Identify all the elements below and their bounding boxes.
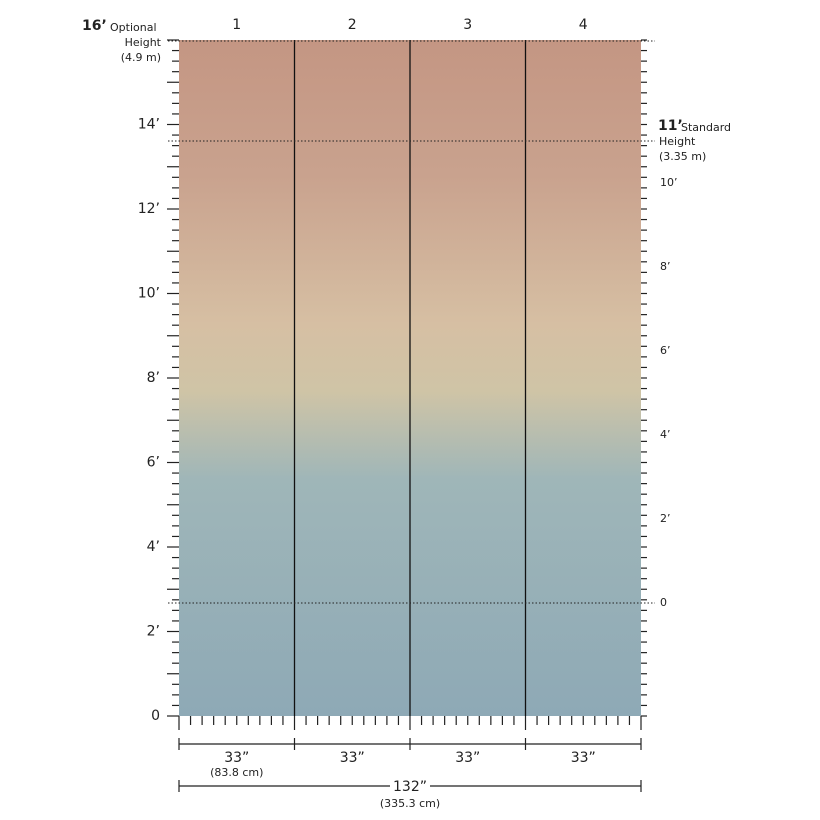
total-width: 132” [393,779,427,795]
right-scale-label: 0 [660,596,667,609]
standard-height-label: Height [659,135,696,148]
panel-width: 33” [224,750,249,766]
optional-height-label: Optional [110,21,157,34]
right-scale-label: 2’ [660,512,671,525]
total-width-metric: (335.3 cm) [380,797,440,810]
right-scale-label: 6’ [660,344,671,357]
left-scale-label: 0 [151,708,160,724]
optional-height-value: 16’ [82,18,107,34]
panel-width-metric: (83.8 cm) [210,766,263,779]
optional-height-label: Height [125,36,162,49]
left-scale-label: 12’ [138,201,160,217]
optional-height-metric: (4.9 m) [121,51,161,64]
standard-height-metric: (3.35 m) [659,150,706,163]
panel-number: 3 [463,17,472,33]
panel-number: 2 [348,17,357,33]
height-lines [168,40,655,604]
left-scale-label: 8’ [147,370,160,386]
left-scale-label: 6’ [147,455,160,471]
panel-width: 33” [455,750,480,766]
standard-height-value: 11’ [658,118,683,134]
right-scale-label: 8’ [660,260,671,273]
left-scale-label: 10’ [138,286,160,302]
right-scale-label: 10’ [660,176,678,189]
panel-width: 33” [571,750,596,766]
panel-number: 4 [579,17,588,33]
left-scale-label: 2’ [147,624,160,640]
scales: 02’4’6’8’10’12’14’02’4’6’8’10’1 2 3 433”(83… [138,17,678,810]
standard-height-label: Standard [681,121,731,134]
left-scale-label: 4’ [147,539,160,555]
left-scale-label: 14’ [138,117,160,133]
right-scale-label: 4’ [660,428,671,441]
panel-width: 33” [340,750,365,766]
panel-number: 1 [232,17,241,33]
